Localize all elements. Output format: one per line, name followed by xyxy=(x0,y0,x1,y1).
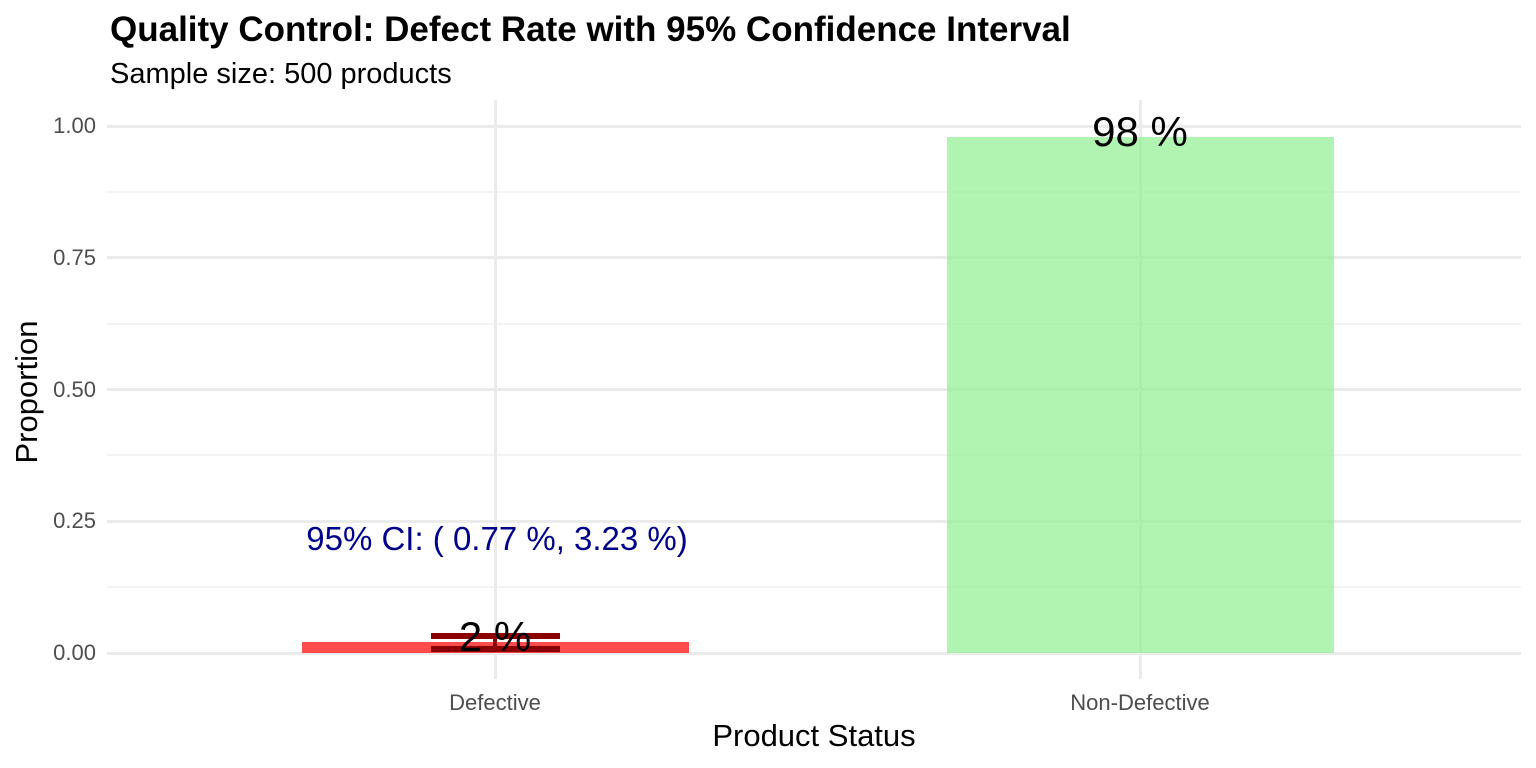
x-tick-label: Defective xyxy=(449,690,541,715)
gridline-horizontal-minor xyxy=(107,454,1521,457)
gridline-horizontal-minor xyxy=(107,586,1521,589)
gridline-vertical-major xyxy=(493,100,497,679)
x-axis-title: Product Status xyxy=(712,718,916,753)
gridline-horizontal-major xyxy=(107,519,1521,523)
plot-panel: 2 % 98 % 95% CI: ( 0.77 %, 3.23 %) xyxy=(107,100,1521,679)
gridline-horizontal-minor xyxy=(107,322,1521,325)
y-tick-label: 0.25 xyxy=(53,508,96,534)
bar-value-label: 98 % xyxy=(1092,107,1188,155)
gridline-horizontal-major xyxy=(107,651,1521,655)
gridline-horizontal-major xyxy=(107,124,1521,128)
y-tick-label: 0.00 xyxy=(53,640,96,665)
chart-subtitle: Sample size: 500 products xyxy=(110,58,452,90)
gridline-horizontal-major xyxy=(107,388,1521,391)
chart-title: Quality Control: Defect Rate with 95% Co… xyxy=(110,10,1071,49)
gridline-horizontal-minor xyxy=(107,190,1521,193)
bar-value-label: 2 % xyxy=(458,613,532,661)
y-tick-label: 0.50 xyxy=(53,376,96,402)
y-tick-label: 1.00 xyxy=(53,113,96,138)
error-bar-stem xyxy=(493,632,497,652)
y-tick-label: 0.75 xyxy=(53,244,96,270)
bar-non-defective xyxy=(946,136,1334,653)
x-tick-label: Non-Defective xyxy=(1070,690,1210,715)
gridline-horizontal-major xyxy=(107,256,1521,260)
ci-annotation: 95% CI: ( 0.77 %, 3.23 %) xyxy=(306,520,688,558)
